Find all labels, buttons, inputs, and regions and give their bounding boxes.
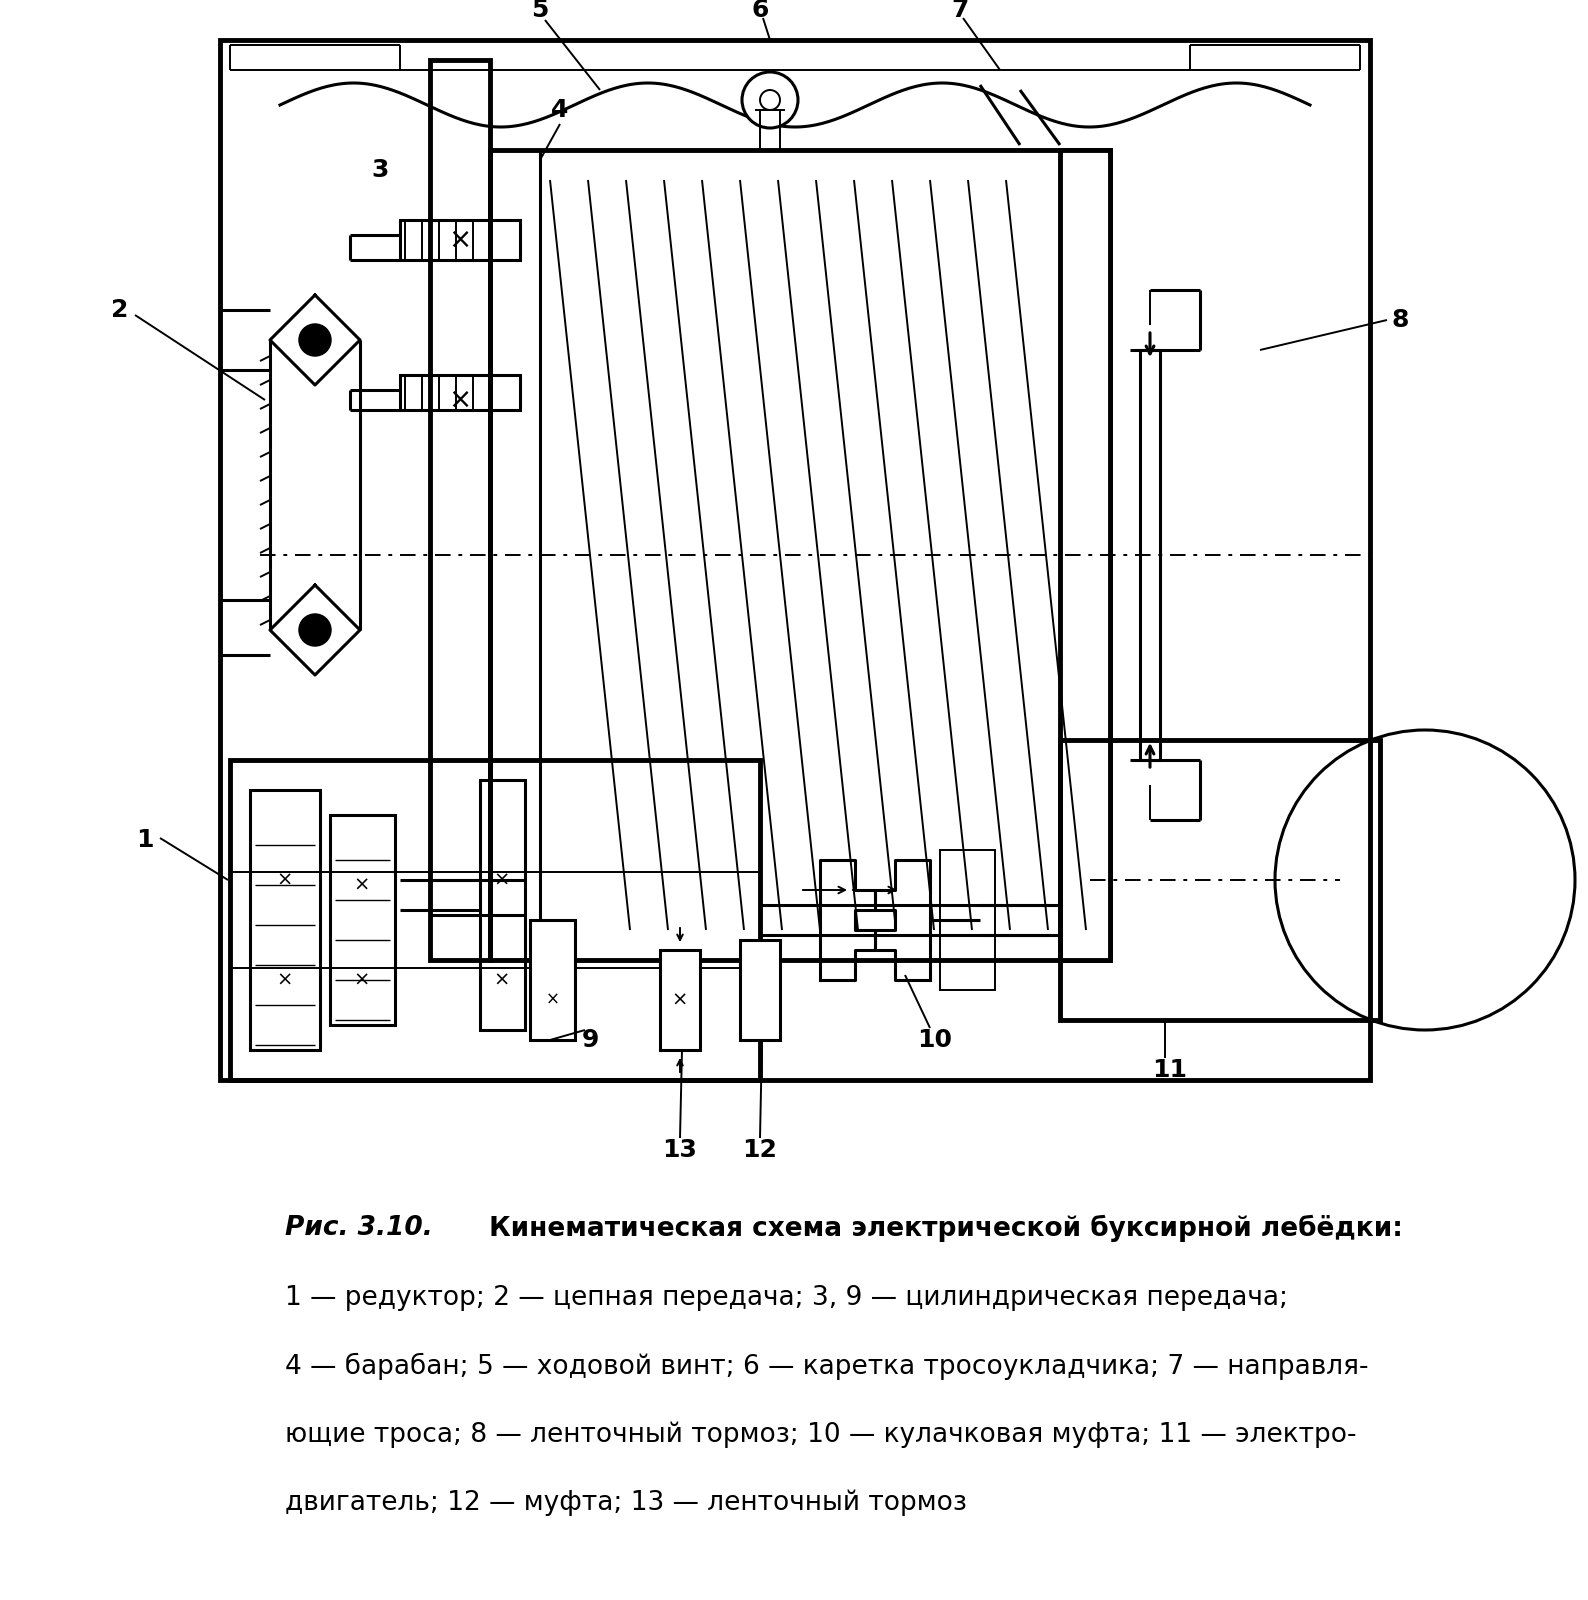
Bar xyxy=(1061,150,1110,960)
Text: 2: 2 xyxy=(111,298,129,322)
Bar xyxy=(221,40,1370,1080)
Text: 13: 13 xyxy=(662,1138,697,1162)
Text: ×: × xyxy=(448,226,472,254)
Text: 8: 8 xyxy=(1391,307,1409,333)
Bar xyxy=(1140,350,1159,760)
Text: ×: × xyxy=(448,386,472,414)
Text: ×: × xyxy=(672,990,688,1010)
Text: 6: 6 xyxy=(751,0,769,22)
Text: 12: 12 xyxy=(743,1138,778,1162)
Circle shape xyxy=(299,614,330,646)
Text: ×: × xyxy=(276,870,294,890)
Bar xyxy=(740,939,780,1040)
Text: ×: × xyxy=(494,870,510,890)
Bar xyxy=(480,781,526,1030)
Bar xyxy=(230,760,761,1080)
Bar xyxy=(491,150,1110,960)
Text: 3: 3 xyxy=(372,158,389,182)
Text: 4 — барабан; 5 — ходовой винт; 6 — каретка тросоукладчика; 7 — направля-: 4 — барабан; 5 — ходовой винт; 6 — карет… xyxy=(284,1354,1369,1381)
Text: Кинематическая схема электрической буксирной лебёдки:: Кинематическая схема электрической букси… xyxy=(480,1214,1402,1242)
Bar xyxy=(330,814,395,1026)
Text: ×: × xyxy=(354,971,370,989)
Text: ×: × xyxy=(546,990,561,1010)
Text: 4: 4 xyxy=(551,98,569,122)
Circle shape xyxy=(299,325,330,355)
Bar xyxy=(400,374,519,410)
Text: 1: 1 xyxy=(137,829,154,851)
Text: двигатель; 12 — муфта; 13 — ленточный тормоз: двигатель; 12 — муфта; 13 — ленточный то… xyxy=(284,1490,967,1515)
Bar xyxy=(661,950,700,1050)
Bar xyxy=(530,920,575,1040)
Text: ющие троса; 8 — ленточный тормоз; 10 — кулачковая муфта; 11 — электро-: ющие троса; 8 — ленточный тормоз; 10 — к… xyxy=(284,1421,1356,1448)
Text: 1 — редуктор; 2 — цепная передача; 3, 9 — цилиндрическая передача;: 1 — редуктор; 2 — цепная передача; 3, 9 … xyxy=(284,1285,1288,1310)
Text: ×: × xyxy=(354,875,370,894)
Circle shape xyxy=(1275,730,1575,1030)
Bar xyxy=(430,59,491,960)
Text: ×: × xyxy=(276,971,294,989)
Text: Рис. 3.10.: Рис. 3.10. xyxy=(284,1214,434,1242)
Text: 9: 9 xyxy=(581,1029,599,1053)
Bar xyxy=(1061,739,1370,1021)
Text: 7: 7 xyxy=(951,0,969,22)
Bar xyxy=(400,219,519,259)
Bar xyxy=(1370,739,1380,1021)
Bar xyxy=(940,850,996,990)
Bar xyxy=(249,790,321,1050)
Circle shape xyxy=(761,90,780,110)
Bar xyxy=(491,150,540,960)
Text: 10: 10 xyxy=(918,1029,953,1053)
Text: ×: × xyxy=(494,971,510,989)
Bar xyxy=(761,110,780,150)
Text: 11: 11 xyxy=(1153,1058,1188,1082)
Text: 5: 5 xyxy=(532,0,549,22)
Circle shape xyxy=(742,72,799,128)
